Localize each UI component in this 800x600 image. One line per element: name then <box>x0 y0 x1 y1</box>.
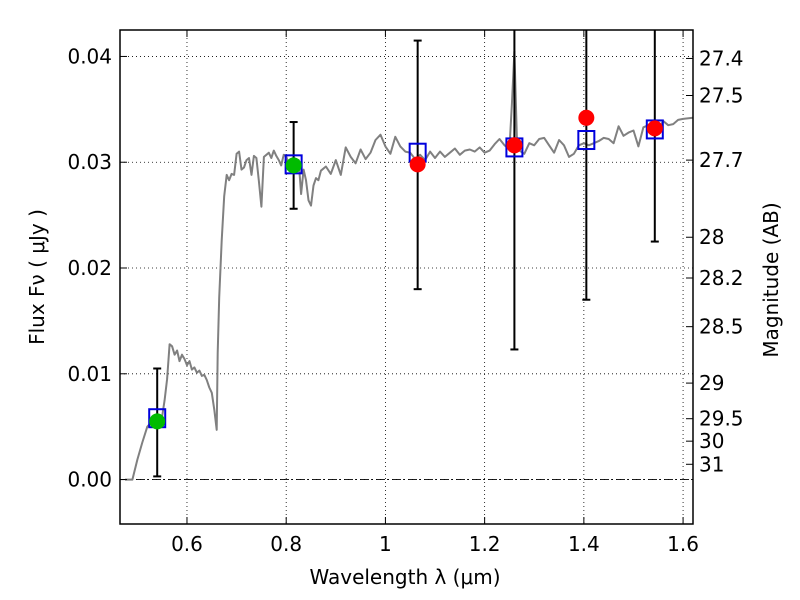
measurement-point <box>646 120 663 137</box>
measurement-point <box>506 137 523 154</box>
mag-tick-label: 28.2 <box>699 266 744 290</box>
y-axis-right-label: Magnitude (AB) <box>759 202 783 357</box>
x-axis-label: Wavelength λ (μm) <box>309 565 500 589</box>
y-tick-label: 0.03 <box>67 150 112 174</box>
plot-area <box>125 30 693 481</box>
y-axis-label: Flux Fν ( μJy ) <box>25 209 49 345</box>
y-tick-label: 0.00 <box>67 468 112 492</box>
mag-tick-label: 27.7 <box>699 148 744 172</box>
mag-tick-label: 27.4 <box>699 46 744 70</box>
measurement-point <box>409 156 426 173</box>
y-tick-label: 0.02 <box>67 256 112 280</box>
x-tick-label: 1.6 <box>667 532 699 556</box>
spectrum-line <box>125 50 693 481</box>
mag-tick-label: 31 <box>699 452 724 476</box>
model-photometry-square <box>577 130 596 151</box>
x-tick-label: 1.4 <box>568 532 600 556</box>
mag-tick-label: 27.5 <box>699 84 744 108</box>
detection-point <box>285 157 302 174</box>
mag-tick-label: 30 <box>699 429 724 453</box>
y-tick-label: 0.01 <box>67 362 112 386</box>
mag-tick-label: 28.5 <box>699 315 744 339</box>
axis-ticks: 0.6 0.8 1 1.2 1.4 1.6 0.00 0.01 0.02 0.03 0.04 27.4… <box>67 30 744 556</box>
plot-frame <box>119 29 694 525</box>
x-tick-label: 0.8 <box>270 532 302 556</box>
x-tick-label: 1.2 <box>469 532 501 556</box>
x-tick-label: 1 <box>379 532 392 556</box>
mag-tick-label: 28 <box>699 225 724 249</box>
mag-tick-label: 29 <box>699 371 724 395</box>
mag-tick-label: 29.5 <box>699 407 744 431</box>
x-tick-label: 0.6 <box>171 532 203 556</box>
grid <box>120 30 693 524</box>
detection-point <box>149 413 166 430</box>
y-tick-label: 0.04 <box>67 44 112 68</box>
measurement-point <box>578 109 595 126</box>
